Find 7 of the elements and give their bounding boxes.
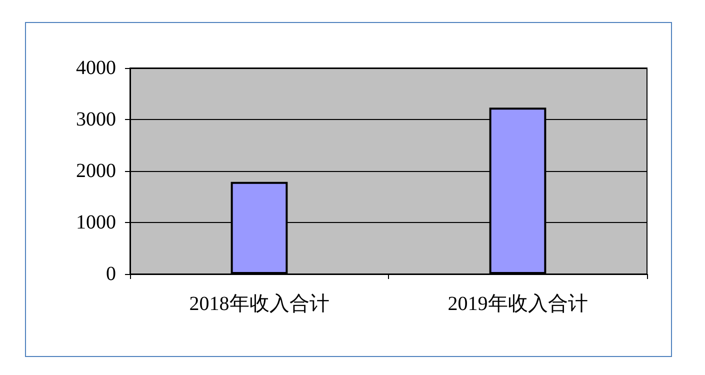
y-tick-label: 1000 — [76, 212, 116, 234]
x-tick-label: 2018年收入合计 — [189, 293, 330, 315]
x-tick-label: 2019年收入合计 — [448, 293, 588, 315]
y-tick-label: 4000 — [76, 57, 116, 79]
y-tick-label: 2000 — [76, 160, 116, 182]
y-tick-label: 3000 — [76, 108, 116, 130]
y-tick-label: 0 — [106, 263, 116, 285]
